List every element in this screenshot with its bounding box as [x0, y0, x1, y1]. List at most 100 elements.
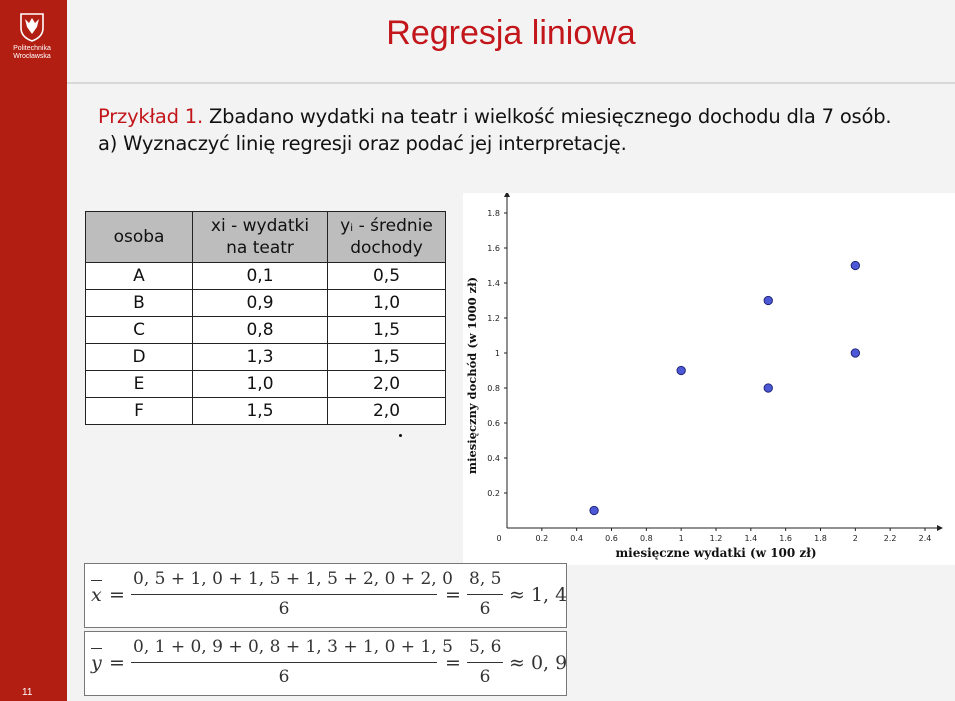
title-divider [67, 82, 955, 84]
formula-ybar: y = 0, 1 + 0, 9 + 0, 8 + 1, 3 + 1, 0 + 1… [84, 631, 567, 696]
formula-xbar-denominator: 6 [278, 599, 290, 619]
y-axis-label: miesięczny dochód (w 1000 zł) [465, 277, 479, 474]
table-row: B 0,9 1,0 [85, 289, 446, 317]
formula-ybar-result-den: 6 [479, 667, 491, 687]
cell-osoba: D [85, 343, 193, 371]
cell-y: 2,0 [327, 370, 446, 398]
table-row: F 1,5 2,0 [85, 397, 446, 425]
page-title: Regresja liniowa [386, 14, 636, 52]
formula-ybar-eq2: = [445, 652, 461, 674]
table-header-row: osoba xi - wydatki na teatr yᵢ - średnie d… [85, 211, 446, 263]
data-point [676, 365, 686, 376]
x-tick-label: 1 [679, 534, 684, 543]
x-tick-label: 2.4 [919, 534, 932, 543]
y-tick-label: 1.4 [487, 279, 500, 288]
x-axis-arrow [937, 525, 943, 531]
formula-ybar-approx: ≈ 0, 9 [509, 652, 568, 674]
formula-ybar-numerator: 0, 1 + 0, 9 + 0, 8 + 1, 3 + 1, 0 + 1, 5 [133, 637, 453, 657]
x-tick-label: 0.6 [605, 534, 618, 543]
cell-y: 0,5 [327, 262, 446, 290]
cell-osoba: F [85, 397, 193, 425]
formula-ybar-result: 5, 6 6 [467, 637, 503, 687]
x-tick-label: 0.2 [535, 534, 548, 543]
x-tick-label: 0.4 [570, 534, 583, 543]
formula-xbar-eq2: = [445, 584, 461, 606]
formula-xbar: x = 0, 5 + 1, 0 + 1, 5 + 1, 5 + 2, 0 + 2… [84, 563, 567, 628]
cell-x: 0,8 [192, 316, 328, 344]
origin-label: 0 [496, 534, 501, 543]
header-y: yᵢ - średnie dochody [327, 211, 446, 263]
logo-text-line1: Politechnika [13, 45, 51, 52]
formula-xbar-numerator: 0, 5 + 1, 0 + 1, 5 + 1, 5 + 2, 0 + 2, 0 [133, 569, 453, 589]
cell-y: 1,5 [327, 316, 446, 344]
x-tick-label: 1.6 [779, 534, 792, 543]
y-tick-label: 0.4 [487, 454, 500, 463]
cell-osoba: E [85, 370, 193, 398]
formula-xbar-result-den: 6 [479, 599, 491, 619]
x-tick-label: 0.8 [640, 534, 653, 543]
formula-ybar-eq: = [109, 652, 125, 674]
x-tick-label: 1.4 [744, 534, 757, 543]
example-line-2: a) Wyznaczyć linię regresji oraz podać j… [98, 132, 627, 155]
data-point [763, 295, 773, 306]
formula-ybar-var: y [91, 648, 102, 674]
x-axis-label: miesięczne wydatki (w 100 zł) [615, 546, 816, 560]
x-tick-label: 2 [853, 534, 858, 543]
y-tick-label: 0.8 [487, 384, 500, 393]
example-line-1-text: Zbadano wydatki na teatr i wielkość mies… [202, 105, 892, 128]
cell-x: 1,0 [192, 370, 328, 398]
page-number: 11 [22, 687, 33, 698]
cell-y: 1,0 [327, 289, 446, 317]
x-tick-label: 2.2 [884, 534, 897, 543]
data-point [850, 260, 860, 271]
example-text: Przykład 1. Zbadano wydatki na teatr i w… [98, 103, 892, 157]
formula-ybar-fraction: 0, 1 + 0, 9 + 0, 8 + 1, 3 + 1, 0 + 1, 5 … [131, 637, 453, 687]
sidebar: Politechnika Wrocławska 11 [0, 0, 67, 701]
y-tick-label: 0.6 [487, 419, 500, 428]
y-tick-label: 1.8 [487, 209, 500, 218]
x-tick-label: 1.8 [814, 534, 827, 543]
cell-x: 1,5 [192, 397, 328, 425]
table-row: A 0,1 0,5 [85, 262, 446, 290]
cell-osoba: C [85, 316, 193, 344]
header-osoba: osoba [85, 211, 193, 263]
y-tick-label: 0.2 [487, 489, 500, 498]
header-x: xi - wydatki na teatr [192, 211, 328, 263]
formula-ybar-var-letter: y [91, 652, 102, 674]
formula-xbar-result: 8, 5 6 [467, 569, 503, 619]
cell-y: 2,0 [327, 397, 446, 425]
formula-xbar-result-num: 8, 5 [469, 569, 502, 589]
cell-y: 1,5 [327, 343, 446, 371]
data-point [763, 383, 773, 393]
cell-x: 1,3 [192, 343, 328, 371]
y-tick-label: 1.2 [487, 314, 500, 323]
logo: Politechnika Wrocławska [10, 12, 54, 61]
header-y-line1: yᵢ - średnie [340, 216, 433, 236]
cell-x: 0,1 [192, 262, 328, 290]
header-x-line2: na teatr [226, 238, 294, 258]
header-x-line1: xi - wydatki [210, 216, 310, 236]
formula-xbar-eq: = [109, 584, 125, 606]
formula-xbar-var: x [91, 580, 102, 606]
stray-dot [399, 434, 402, 437]
data-point [589, 505, 599, 516]
eagle-shield-icon [20, 13, 44, 42]
formula-xbar-fraction: 0, 5 + 1, 0 + 1, 5 + 1, 5 + 2, 0 + 2, 0 … [131, 569, 453, 619]
table-row: E 1,0 2,0 [85, 370, 446, 398]
data-point [850, 348, 860, 358]
y-tick-label: 1 [495, 349, 500, 358]
example-line-1: Przykład 1. Zbadano wydatki na teatr i w… [98, 103, 892, 130]
table-row: C 0,8 1,5 [85, 316, 446, 344]
scatter-chart-svg: 0.2 0.4 0.6 0.8 1 1.2 1.4 1.6 1.8 2 2.2 2.4 0.2 0.4 0.… [465, 191, 943, 560]
cell-osoba: A [85, 262, 193, 290]
formula-xbar-var-letter: x [91, 584, 102, 606]
formula-ybar-denominator: 6 [278, 667, 290, 687]
y-tick-label: 1.6 [487, 244, 500, 253]
cell-x: 0,9 [192, 289, 328, 317]
x-tick-label: 1.2 [710, 534, 723, 543]
scatter-chart: 0.2 0.4 0.6 0.8 1 1.2 1.4 1.6 1.8 2 2.2 2.4 0.2 0.4 0.… [463, 191, 955, 565]
logo-text-line2: Wrocławska [13, 53, 51, 60]
cell-osoba: B [85, 289, 193, 317]
formula-ybar-result-num: 5, 6 [469, 637, 502, 657]
header-y-line2: dochody [350, 238, 423, 258]
